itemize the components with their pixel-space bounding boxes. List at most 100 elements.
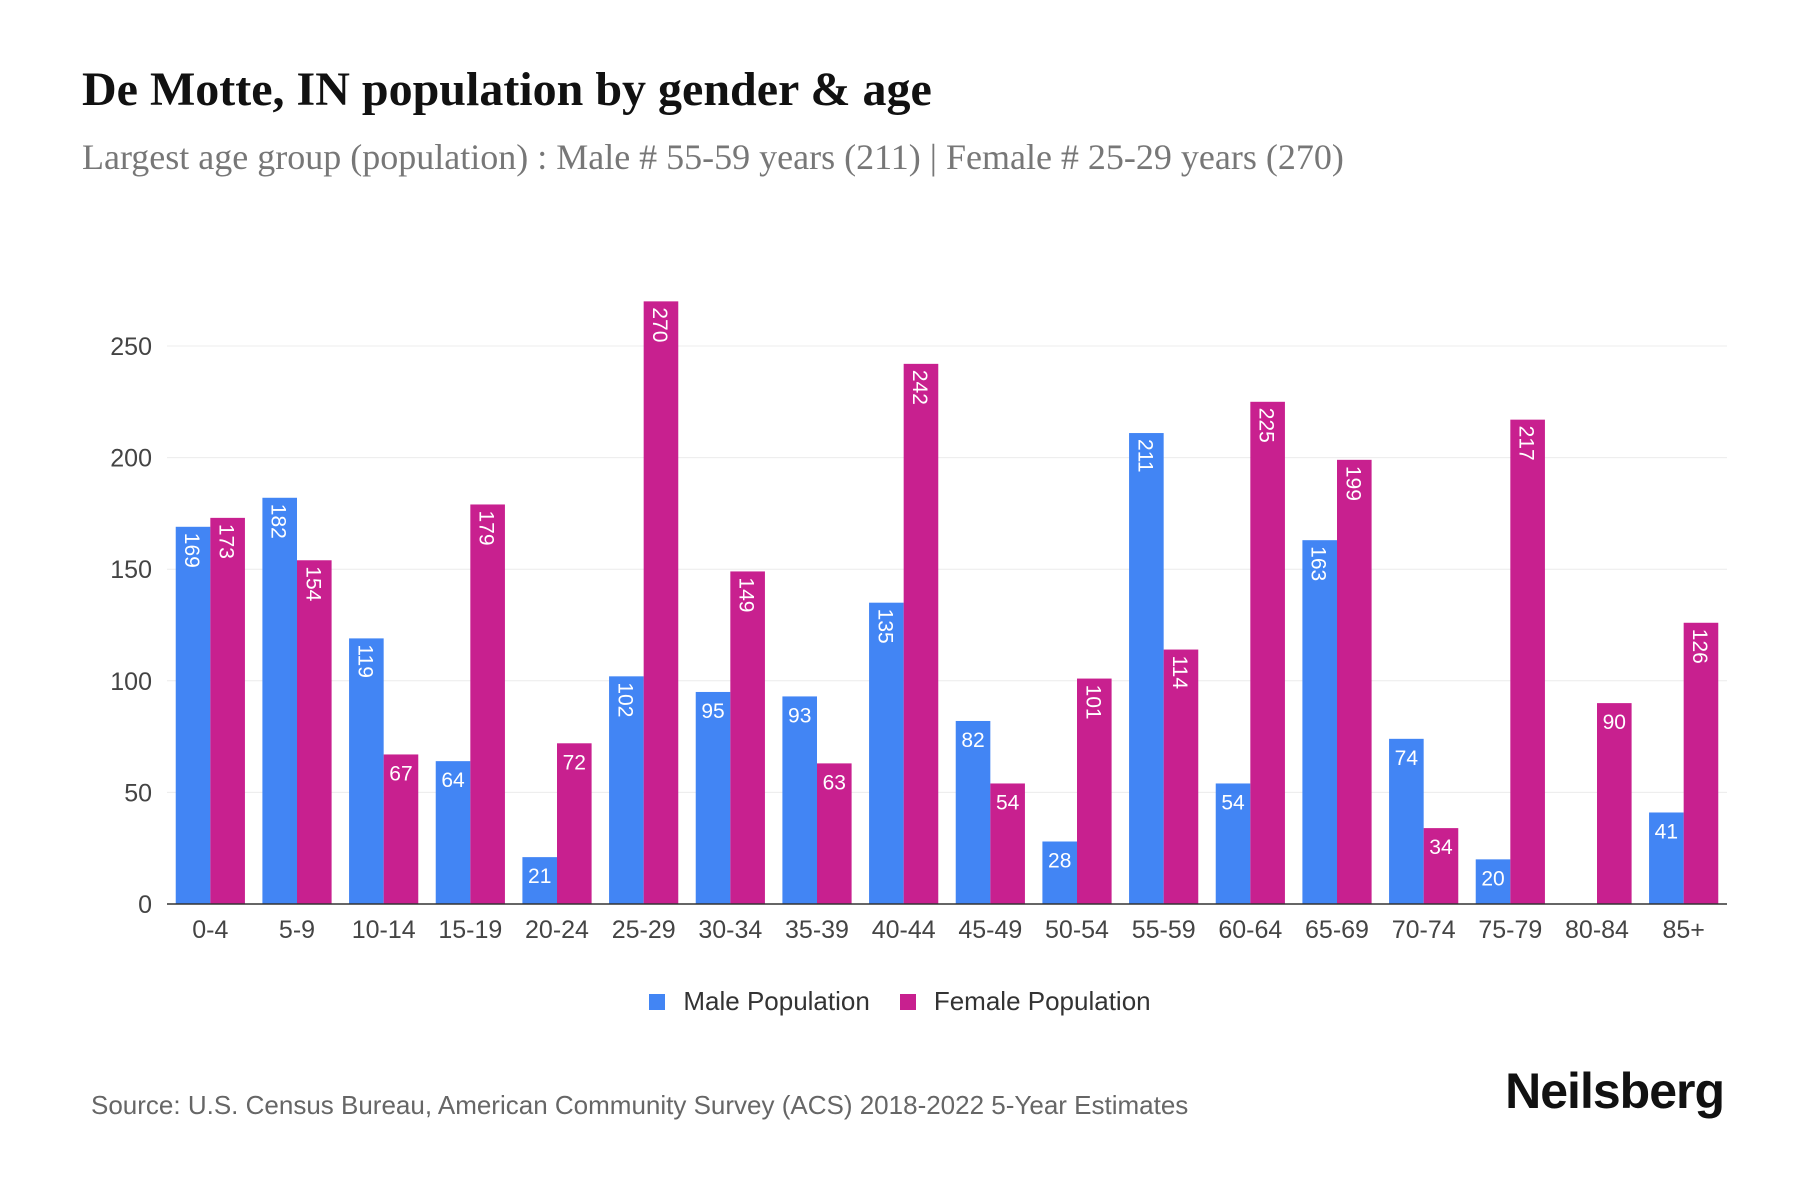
neilsberg-logo: Neilsberg <box>1505 1063 1725 1119</box>
male-bar <box>1129 433 1164 904</box>
x-tick-label: 0-4 <box>192 916 228 944</box>
x-tick-label: 85+ <box>1662 916 1704 944</box>
y-tick-label: 0 <box>138 891 152 919</box>
data-label: 217 <box>1515 426 1538 461</box>
y-tick-label: 200 <box>110 445 152 473</box>
x-tick-label: 70-74 <box>1392 916 1456 944</box>
female-bar <box>1423 828 1459 904</box>
data-label: 34 <box>1429 836 1453 859</box>
data-label: 179 <box>475 510 498 545</box>
male-bar <box>1302 540 1337 904</box>
data-label: 225 <box>1255 408 1278 443</box>
legend-item-female: Female Population <box>899 986 1151 1017</box>
x-tick-label: 10-14 <box>352 916 416 944</box>
data-label: 182 <box>267 504 290 539</box>
data-label: 119 <box>353 644 376 677</box>
source-note: Source: U.S. Census Bureau, American Com… <box>91 1090 1189 1120</box>
male-bar <box>349 638 384 904</box>
male-bar <box>1215 783 1251 904</box>
y-tick-label: 150 <box>110 556 152 584</box>
x-tick-label: 45-49 <box>958 916 1022 944</box>
data-label: 74 <box>1395 747 1419 770</box>
female-bar <box>470 504 505 904</box>
legend-label-male: Male Population <box>683 986 870 1016</box>
data-label: 169 <box>180 533 203 568</box>
x-tick-label: 50-54 <box>1045 916 1109 944</box>
x-tick-label: 25-29 <box>612 916 676 944</box>
female-bar <box>990 783 1025 904</box>
data-label: 163 <box>1307 546 1330 581</box>
data-label: 67 <box>389 762 412 785</box>
female-bar <box>557 743 592 904</box>
legend: Male Population Female Population <box>0 986 1800 1017</box>
y-tick-label: 50 <box>124 779 152 807</box>
female-bar <box>643 301 679 904</box>
female-bar <box>210 517 245 904</box>
data-label: 95 <box>701 700 724 723</box>
x-tick-label: 40-44 <box>872 916 936 944</box>
chart-subtitle: Largest age group (population) : Male # … <box>82 137 1344 177</box>
female-bar <box>1597 703 1632 904</box>
legend-label-female: Female Population <box>933 986 1151 1016</box>
legend-swatch-male <box>649 993 666 1010</box>
x-tick-label: 80-84 <box>1565 916 1629 944</box>
male-bar <box>609 676 644 904</box>
x-tick-label: 5-9 <box>279 916 315 944</box>
legend-item-male: Male Population <box>649 986 870 1017</box>
chart-title: De Motte, IN population by gender & age <box>82 63 932 116</box>
male-bar <box>955 720 991 904</box>
data-label: 101 <box>1081 685 1104 720</box>
data-label: 114 <box>1168 656 1191 690</box>
data-label: 242 <box>908 370 931 405</box>
male-bar <box>1389 738 1424 904</box>
female-bar <box>1683 622 1719 904</box>
data-label: 126 <box>1688 629 1711 664</box>
x-tick-label: 60-64 <box>1218 916 1282 944</box>
legend-swatch-female <box>899 993 916 1010</box>
data-label: 211 <box>1133 439 1156 472</box>
female-bar <box>1077 678 1112 904</box>
data-label: 149 <box>735 577 758 612</box>
male-bar <box>869 602 904 904</box>
female-bar <box>903 363 939 905</box>
male-bar <box>522 857 557 904</box>
data-label: 82 <box>961 729 984 752</box>
data-label: 41 <box>1655 820 1678 843</box>
female-bar <box>730 571 765 904</box>
male-bar <box>1475 859 1511 904</box>
data-label: 64 <box>441 769 465 792</box>
female-bar <box>817 763 852 904</box>
female-bar <box>1510 419 1545 904</box>
x-tick-label: 65-69 <box>1305 916 1369 944</box>
data-label: 72 <box>563 751 586 774</box>
female-bar <box>383 754 419 904</box>
male-bar <box>435 761 471 904</box>
x-tick-label: 35-39 <box>785 916 849 944</box>
y-tick-label: 250 <box>110 333 152 361</box>
data-label: 270 <box>648 307 671 342</box>
female-bar <box>1163 649 1199 904</box>
y-tick-label: 100 <box>110 668 152 696</box>
female-bar <box>297 560 332 904</box>
x-tick-label: 20-24 <box>525 916 589 944</box>
male-bar <box>695 691 731 904</box>
data-label: 54 <box>1221 791 1245 814</box>
x-tick-label: 15-19 <box>438 916 502 944</box>
data-label: 93 <box>788 704 811 727</box>
data-label: 21 <box>528 865 551 888</box>
female-bar <box>1337 459 1372 904</box>
female-bar <box>1250 401 1285 904</box>
data-label: 63 <box>823 771 846 794</box>
x-tick-label: 30-34 <box>698 916 762 944</box>
data-label: 199 <box>1341 466 1364 501</box>
data-label: 135 <box>873 609 896 644</box>
male-bar <box>782 696 817 904</box>
data-label: 54 <box>996 791 1020 814</box>
male-bar <box>1042 841 1077 904</box>
male-bar <box>1649 812 1684 904</box>
data-label: 154 <box>301 566 324 601</box>
data-label: 20 <box>1481 867 1504 890</box>
data-label: 173 <box>215 524 238 559</box>
male-bar <box>175 526 211 904</box>
